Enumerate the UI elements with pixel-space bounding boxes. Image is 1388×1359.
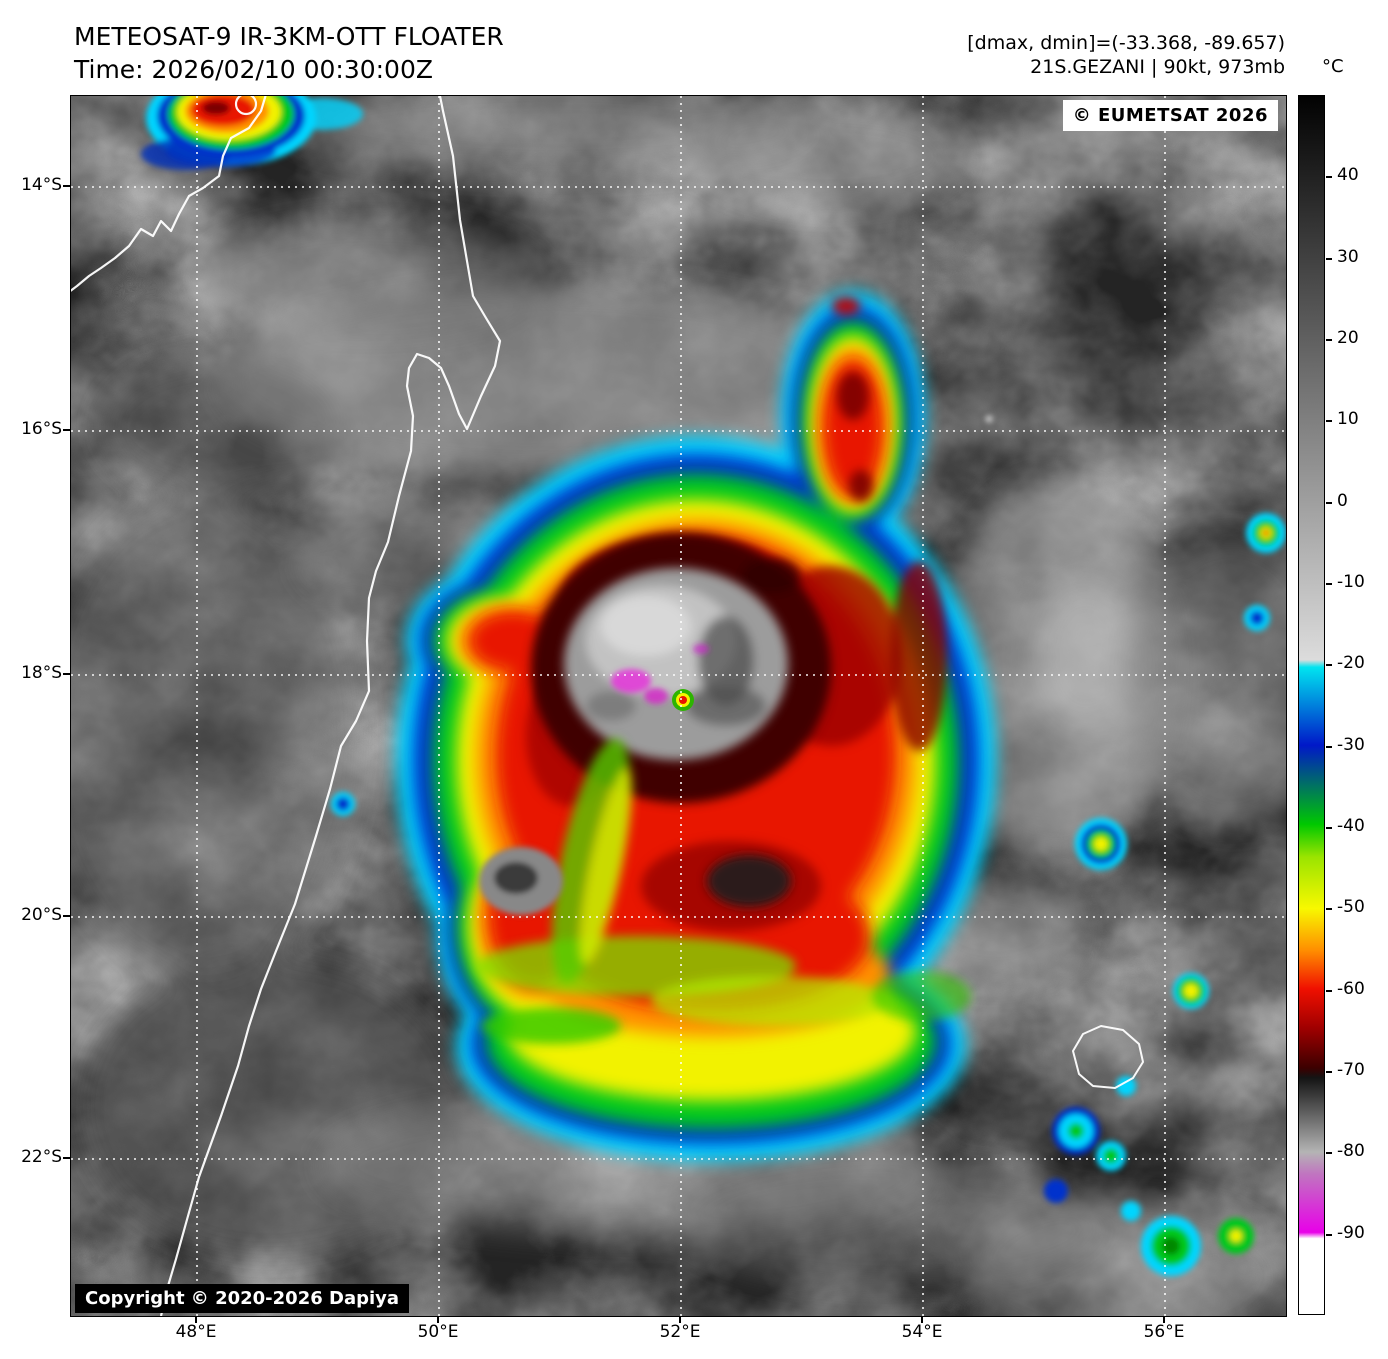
colorbar-label-30: 30 xyxy=(1337,247,1359,267)
colorbar-tick xyxy=(1326,502,1332,504)
colorbar-tick xyxy=(1326,664,1332,666)
coastline-reunion xyxy=(1072,1025,1144,1089)
plot-annotations: [dmax, dmin]=(-33.368, -89.657) 21S.GEZA… xyxy=(967,31,1285,79)
colorbar-label-20: 20 xyxy=(1337,328,1359,348)
colorbar-tick xyxy=(1326,176,1332,178)
colorbar-tick xyxy=(1326,990,1332,992)
lat-tick xyxy=(63,185,70,187)
map-area: © EUMETSAT 2026 Copyright © 2020-2026 Da… xyxy=(70,95,1287,1317)
colorbar-label--90: -90 xyxy=(1337,1223,1365,1243)
satellite-image xyxy=(71,96,1286,1316)
colorbar-tick xyxy=(1326,908,1332,910)
colorbar-label--80: -80 xyxy=(1337,1141,1365,1161)
colorbar-unit-label: °C xyxy=(1322,56,1344,77)
lon-label-54e: 54°E xyxy=(901,1322,943,1342)
colorbar-tick xyxy=(1326,583,1332,585)
dmax-dmin-annotation: [dmax, dmin]=(-33.368, -89.657) xyxy=(967,32,1285,54)
coastline-madagascar xyxy=(71,96,502,1316)
plot-title: METEOSAT-9 IR-3KM-OTT FLOATER xyxy=(74,22,504,51)
lon-tick xyxy=(437,1316,439,1323)
colorbar-label--10: -10 xyxy=(1337,572,1365,592)
lon-tick xyxy=(195,1316,197,1323)
lat-label-20s: 20°S xyxy=(21,905,62,925)
colorbar xyxy=(1298,95,1325,1315)
colorbar-label--30: -30 xyxy=(1337,735,1365,755)
lat-tick xyxy=(63,673,70,675)
lon-tick xyxy=(921,1316,923,1323)
colorbar-tick xyxy=(1326,258,1332,260)
colorbar-label--40: -40 xyxy=(1337,816,1365,836)
colorbar-tick xyxy=(1326,1071,1332,1073)
lat-tick xyxy=(63,429,70,431)
cyclone-eye xyxy=(672,689,694,711)
lat-tick xyxy=(63,1157,70,1159)
graticule-gridlines xyxy=(71,96,1286,1316)
lon-tick xyxy=(1163,1316,1165,1323)
lon-label-48e: 48°E xyxy=(175,1322,217,1342)
lon-tick xyxy=(679,1316,681,1323)
lat-label-16s: 16°S xyxy=(21,419,62,439)
storm-info-annotation: 21S.GEZANI | 90kt, 973mb xyxy=(1030,56,1285,78)
lat-tick xyxy=(63,915,70,917)
colorbar-label-0: 0 xyxy=(1337,491,1348,511)
colorbar-label--70: -70 xyxy=(1337,1060,1365,1080)
eumetsat-credit-badge: © EUMETSAT 2026 xyxy=(1062,100,1278,131)
colorbar-tick xyxy=(1326,420,1332,422)
colorbar-label--60: -60 xyxy=(1337,979,1365,999)
colorbar-tick xyxy=(1326,339,1332,341)
lat-label-14s: 14°S xyxy=(21,175,62,195)
lon-label-50e: 50°E xyxy=(417,1322,459,1342)
colorbar-tick xyxy=(1326,827,1332,829)
colorbar-label--20: -20 xyxy=(1337,653,1365,673)
lat-label-22s: 22°S xyxy=(21,1147,62,1167)
lon-label-56e: 56°E xyxy=(1143,1322,1185,1342)
colorbar-tick xyxy=(1326,1152,1332,1154)
cyclone-gezani xyxy=(396,291,996,1161)
colorbar-tick xyxy=(1326,1234,1332,1236)
lat-label-18s: 18°S xyxy=(21,663,62,683)
colorbar-tick xyxy=(1326,746,1332,748)
copyright-badge: Copyright © 2020-2026 Dapiya xyxy=(75,1284,410,1313)
colorbar-label--50: -50 xyxy=(1337,897,1365,917)
lon-label-52e: 52°E xyxy=(659,1322,701,1342)
colorbar-label-40: 40 xyxy=(1337,165,1359,185)
plot-time: Time: 2026/02/10 00:30:00Z xyxy=(74,55,433,84)
colorbar-label-10: 10 xyxy=(1337,409,1359,429)
